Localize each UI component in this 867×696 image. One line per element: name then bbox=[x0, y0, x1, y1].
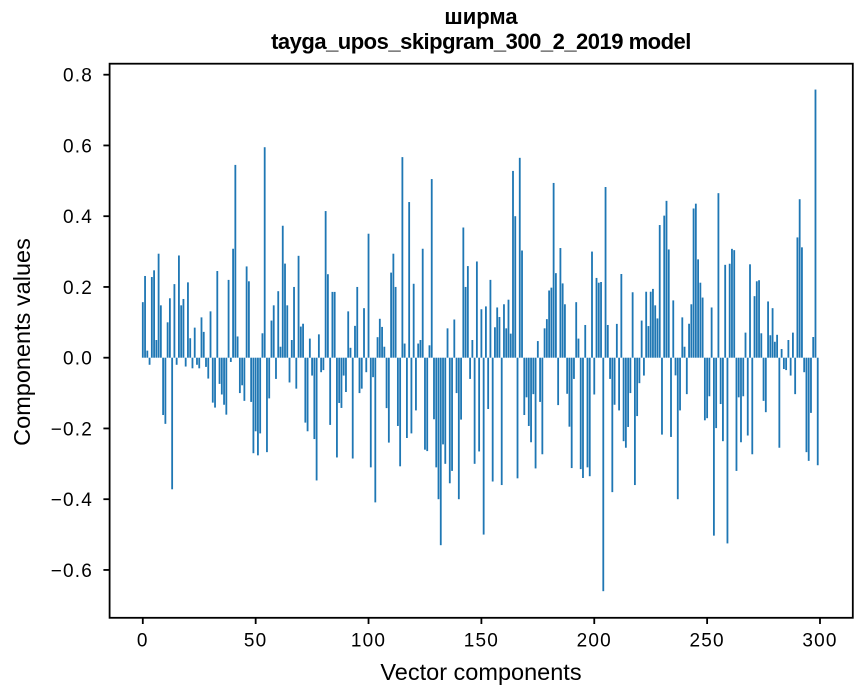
svg-text:tayga_upos_skipgram_300_2_2019: tayga_upos_skipgram_300_2_2019 model bbox=[271, 29, 691, 54]
svg-text:−0.2: −0.2 bbox=[51, 419, 93, 440]
svg-text:ширма: ширма bbox=[444, 4, 518, 29]
svg-text:50: 50 bbox=[244, 631, 268, 652]
svg-text:0.0: 0.0 bbox=[63, 349, 93, 370]
svg-text:300: 300 bbox=[802, 631, 837, 652]
svg-text:200: 200 bbox=[577, 631, 612, 652]
svg-text:0.6: 0.6 bbox=[63, 136, 93, 157]
svg-text:150: 150 bbox=[464, 631, 499, 652]
svg-text:Components values: Components values bbox=[9, 238, 35, 446]
svg-text:0: 0 bbox=[137, 631, 149, 652]
svg-text:0.8: 0.8 bbox=[63, 66, 93, 87]
svg-text:−0.6: −0.6 bbox=[51, 561, 93, 582]
svg-text:250: 250 bbox=[689, 631, 724, 652]
svg-text:100: 100 bbox=[351, 631, 386, 652]
svg-text:0.2: 0.2 bbox=[63, 278, 93, 299]
svg-text:Vector components: Vector components bbox=[380, 659, 581, 685]
svg-text:−0.4: −0.4 bbox=[51, 490, 93, 511]
svg-text:0.4: 0.4 bbox=[63, 207, 93, 228]
